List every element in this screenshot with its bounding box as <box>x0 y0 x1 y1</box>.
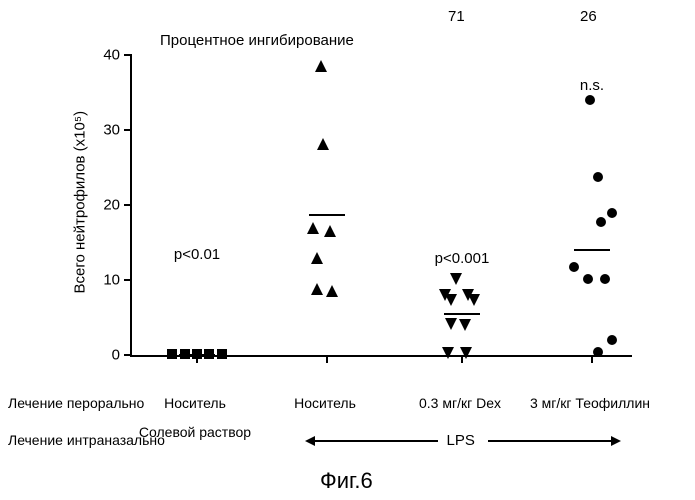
data-point <box>450 273 462 285</box>
y-tick-label: 0 <box>112 347 132 364</box>
data-point <box>324 225 336 237</box>
figure-caption: Фиг.6 <box>320 468 373 494</box>
data-point <box>569 262 579 272</box>
data-point <box>585 95 595 105</box>
x-label-oral-2: 0.3 мг/кг Dex <box>419 395 501 411</box>
data-point <box>311 252 323 264</box>
pct-inhibition-theo: 26 <box>580 8 597 25</box>
x-label-oral-1: Носитель <box>294 395 356 411</box>
mean-line <box>574 249 610 251</box>
data-point <box>445 318 457 330</box>
row-label-oral: Лечение перорально <box>8 395 144 411</box>
lps-arrow-head-right <box>611 436 621 446</box>
y-tick-label: 10 <box>103 272 132 289</box>
data-point <box>596 217 606 227</box>
y-tick-label: 40 <box>103 47 132 64</box>
x-label-oral-0: Носитель <box>164 395 226 411</box>
y-tick-label: 30 <box>103 122 132 139</box>
data-point <box>326 285 338 297</box>
x-tick <box>326 355 328 363</box>
data-point <box>460 347 472 359</box>
x-tick <box>591 355 593 363</box>
y-axis-label: Всего нейтрофилов (x10⁵) <box>72 114 89 294</box>
stat-annotation: p<0.01 <box>174 246 220 263</box>
data-point <box>593 347 603 357</box>
mean-line <box>179 354 215 356</box>
mean-line <box>309 214 345 216</box>
mean-line <box>444 313 480 315</box>
figure-container: 71 26 Процентное ингибирование Всего ней… <box>0 0 695 500</box>
lps-arrow-line-left <box>314 440 438 442</box>
data-point <box>311 283 323 295</box>
data-point <box>459 319 471 331</box>
pct-inhibition-dex: 71 <box>448 8 465 25</box>
y-tick-label: 20 <box>103 197 132 214</box>
data-point <box>217 349 227 359</box>
data-point <box>600 274 610 284</box>
data-point <box>317 138 329 150</box>
x-label-oral-3: 3 мг/кг Теофиллин <box>530 395 650 411</box>
stat-annotation: n.s. <box>580 77 604 94</box>
data-point <box>315 60 327 72</box>
data-point <box>583 274 593 284</box>
data-point <box>167 349 177 359</box>
plot-area: 010203040p<0.01p<0.001n.s. <box>130 55 632 357</box>
lps-arrow-line-right <box>488 440 612 442</box>
data-point <box>468 294 480 306</box>
data-point <box>307 222 319 234</box>
data-point <box>442 347 454 359</box>
data-point <box>607 335 617 345</box>
data-point <box>593 172 603 182</box>
data-point <box>445 294 457 306</box>
data-point <box>607 208 617 218</box>
chart-title: Процентное ингибирование <box>160 32 354 49</box>
lps-arrow-label: LPS <box>447 432 475 449</box>
stat-annotation: p<0.001 <box>435 250 490 267</box>
x-label-in-0: Солевой раствор <box>139 425 251 440</box>
